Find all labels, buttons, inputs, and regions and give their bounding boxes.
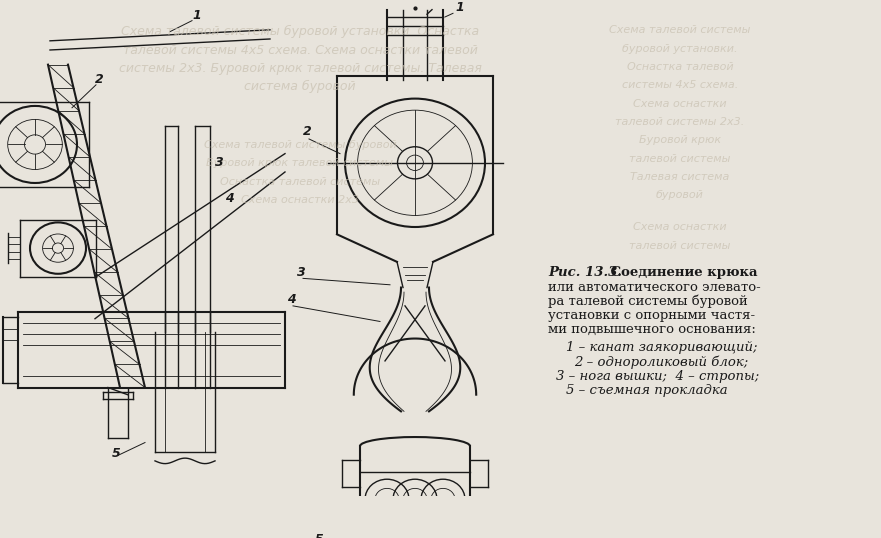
Text: ра талевой системы буровой: ра талевой системы буровой (548, 295, 748, 308)
Text: 1: 1 (455, 2, 463, 15)
Text: Талевая система: Талевая система (630, 172, 729, 182)
Text: системы 2х3. Буровой крюк талевой системы. Талевая: системы 2х3. Буровой крюк талевой систем… (119, 62, 481, 75)
Text: установки с опорными частя-: установки с опорными частя- (548, 309, 755, 322)
Text: Соединение крюка: Соединение крюка (606, 266, 758, 279)
Text: Оснастка талевой системы: Оснастка талевой системы (220, 176, 380, 187)
Text: 5 – съемная прокладка: 5 – съемная прокладка (566, 384, 728, 397)
Text: Буровой крюк: Буровой крюк (639, 135, 721, 145)
Text: ми подвышечного основания:: ми подвышечного основания: (548, 323, 756, 336)
Text: 2: 2 (303, 125, 312, 138)
Text: 1: 1 (192, 9, 201, 22)
Text: 3: 3 (215, 155, 224, 168)
Text: талевой системы: талевой системы (629, 154, 730, 164)
Text: Схема талевой системы: Схема талевой системы (610, 25, 751, 35)
Text: Схема оснастки 2х3: Схема оснастки 2х3 (241, 195, 359, 205)
Text: буровой: буровой (656, 190, 704, 200)
Text: 1 – канат заякоривающий;: 1 – канат заякоривающий; (566, 341, 758, 354)
Text: системы 4х5 схема.: системы 4х5 схема. (622, 80, 738, 90)
Text: талевой системы: талевой системы (629, 241, 730, 251)
Text: система буровой: система буровой (244, 80, 356, 93)
Text: Рис. 13.3.: Рис. 13.3. (548, 266, 622, 279)
Text: буровой установки.: буровой установки. (622, 44, 737, 54)
Text: 3 – нога вышки;  4 – стропы;: 3 – нога вышки; 4 – стропы; (556, 370, 759, 383)
Text: талевой системы 2х3.: талевой системы 2х3. (615, 117, 744, 127)
Text: 5: 5 (112, 447, 121, 460)
Text: 5: 5 (315, 533, 323, 538)
Text: 4: 4 (287, 293, 296, 306)
Text: 2: 2 (95, 73, 104, 86)
Text: Буровой крюк талевой системы: Буровой крюк талевой системы (206, 158, 394, 168)
Text: 4: 4 (225, 192, 233, 205)
Text: 3: 3 (297, 266, 306, 279)
Text: или автоматического элевато-: или автоматического элевато- (548, 281, 761, 294)
Text: Оснастка талевой: Оснастка талевой (626, 62, 733, 72)
Text: талевой системы 4х5 схема. Схема оснастки талевой: талевой системы 4х5 схема. Схема оснастк… (122, 44, 478, 56)
Text: Схема оснастки: Схема оснастки (633, 222, 727, 232)
Text: Схема талевой системы буровой: Схема талевой системы буровой (204, 140, 396, 150)
Text: Схема талевой системы буровой установки. Оснастка: Схема талевой системы буровой установки.… (121, 25, 479, 38)
Text: 2 – однороликовый блок;: 2 – однороликовый блок; (574, 356, 748, 369)
Text: Схема оснастки: Схема оснастки (633, 98, 727, 109)
